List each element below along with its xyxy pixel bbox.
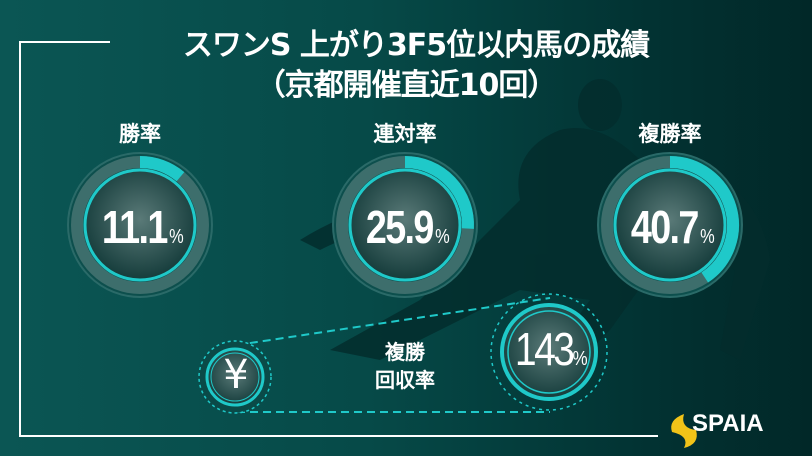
frame-line bbox=[19, 41, 658, 437]
return-rate-label-line2: 回収率 bbox=[375, 368, 435, 392]
connector-top bbox=[236, 297, 551, 346]
return-rate-label: 複勝 回収率 bbox=[350, 338, 460, 394]
gauge-inner bbox=[83, 168, 197, 282]
gauge-inner bbox=[348, 168, 462, 282]
return-rate-circle bbox=[490, 293, 608, 411]
gauge-label-place: 複勝率 bbox=[638, 122, 702, 146]
gauge-label-win: 勝率 bbox=[119, 122, 161, 146]
gauge-value-quinella: 25.9% bbox=[365, 201, 450, 253]
gauge-label-quinella: 連対率 bbox=[373, 122, 437, 146]
yen-icon bbox=[198, 340, 272, 414]
brand-name: SPAIA bbox=[692, 410, 764, 437]
gauge-value-place: 40.7% bbox=[630, 201, 715, 253]
gauge-arc bbox=[139, 156, 185, 182]
return-rate-label-line1: 複勝 bbox=[385, 340, 425, 364]
gauge-arc bbox=[669, 156, 739, 283]
gauge-inner bbox=[613, 168, 727, 282]
return-rate-value: 143% bbox=[514, 323, 588, 375]
title-line2: （京都開催直近10回） bbox=[255, 68, 558, 103]
brand-logo: SPAIA bbox=[666, 410, 764, 438]
yen-symbol: ¥ bbox=[223, 352, 249, 398]
title-line1: スワンS 上がり3F5位以内馬の成績 bbox=[182, 28, 650, 63]
spaia-logo-icon bbox=[671, 414, 697, 448]
gauge-value-win: 11.1% bbox=[101, 201, 184, 253]
gauge-arc bbox=[404, 156, 474, 229]
